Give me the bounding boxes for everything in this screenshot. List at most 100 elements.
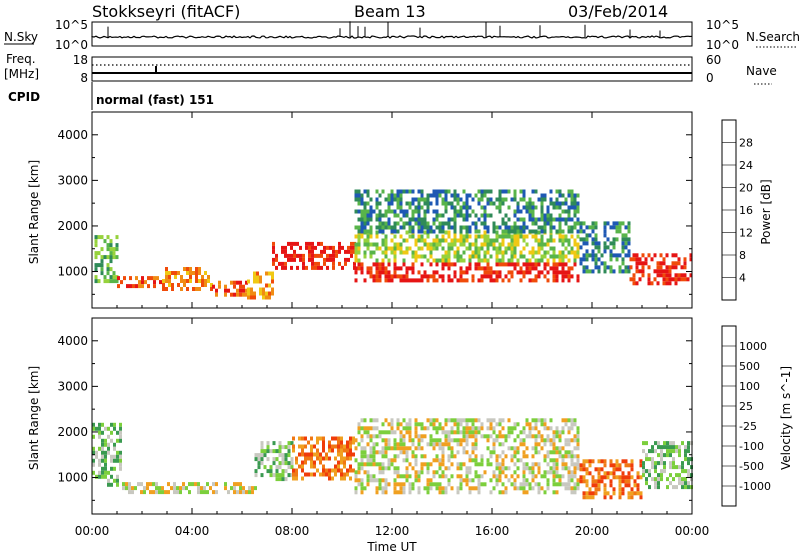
power-cell bbox=[357, 193, 361, 198]
power-cell bbox=[432, 209, 436, 214]
power-cell bbox=[465, 225, 469, 230]
power-cell bbox=[236, 292, 239, 297]
velocity-cell bbox=[501, 462, 505, 467]
power-cell bbox=[262, 287, 265, 292]
velocity-cell bbox=[119, 454, 122, 459]
velocity-cell bbox=[465, 430, 469, 435]
velocity-cell bbox=[194, 482, 197, 487]
power-colorbar-tick-label: 16 bbox=[739, 204, 753, 217]
velocity-cell bbox=[621, 475, 625, 480]
velocity-cell bbox=[363, 486, 367, 491]
velocity-cell bbox=[540, 434, 544, 439]
velocity-cell bbox=[444, 466, 448, 471]
power-cell bbox=[582, 221, 586, 226]
power-cell bbox=[284, 265, 287, 270]
power-cell bbox=[165, 279, 168, 283]
power-cell bbox=[459, 238, 463, 243]
power-cell bbox=[399, 217, 403, 222]
velocity-cell bbox=[666, 453, 669, 458]
power-cell bbox=[259, 291, 262, 296]
velocity-cell bbox=[101, 430, 104, 435]
velocity-heatmap bbox=[92, 418, 693, 500]
velocity-cell bbox=[447, 418, 451, 423]
power-cell bbox=[516, 209, 520, 214]
power-cell bbox=[471, 278, 475, 283]
velocity-cell bbox=[340, 440, 343, 445]
velocity-cell bbox=[426, 466, 430, 471]
power-cell bbox=[414, 250, 418, 255]
power-cell bbox=[417, 278, 421, 283]
velocity-cell bbox=[354, 486, 358, 491]
power-cell bbox=[519, 250, 523, 255]
velocity-cell bbox=[384, 478, 388, 483]
velocity-cell bbox=[378, 450, 382, 455]
velocity-cell bbox=[561, 446, 565, 451]
velocity-cell bbox=[426, 470, 430, 475]
power-cell bbox=[357, 242, 361, 247]
power-cell bbox=[335, 253, 338, 258]
power-cell bbox=[671, 277, 675, 282]
velocity-cell bbox=[387, 466, 391, 471]
power-cell bbox=[555, 189, 559, 194]
power-cell bbox=[561, 209, 565, 214]
power-cell bbox=[414, 221, 418, 226]
velocity-cell bbox=[627, 495, 631, 500]
power-cell bbox=[483, 221, 487, 226]
power-cell bbox=[662, 277, 666, 282]
velocity-cell bbox=[298, 436, 301, 441]
velocity-cell bbox=[516, 474, 520, 479]
power-cell bbox=[354, 234, 358, 239]
velocity-cell bbox=[325, 456, 328, 461]
power-cell bbox=[474, 254, 478, 259]
velocity-cell bbox=[387, 458, 391, 463]
power-cell bbox=[444, 205, 448, 210]
power-cell bbox=[253, 291, 256, 296]
velocity-cell bbox=[630, 475, 634, 480]
power-cell bbox=[477, 197, 481, 202]
power-cell bbox=[363, 254, 367, 259]
velocity-cell bbox=[570, 462, 574, 467]
power-cell bbox=[531, 205, 535, 210]
power-cell bbox=[417, 238, 421, 243]
power-cell bbox=[498, 189, 502, 194]
power-cell bbox=[549, 229, 553, 234]
velocity-cell bbox=[594, 483, 598, 488]
power-cell bbox=[459, 197, 463, 202]
power-cell bbox=[332, 249, 335, 254]
velocity-cell bbox=[408, 422, 412, 427]
velocity-cell bbox=[525, 418, 529, 423]
velocity-cell bbox=[567, 466, 571, 471]
power-cell bbox=[585, 269, 589, 274]
velocity-cell bbox=[334, 444, 337, 449]
velocity-cell bbox=[278, 441, 282, 446]
velocity-cell bbox=[489, 434, 493, 439]
velocity-cell bbox=[627, 479, 631, 484]
power-cell bbox=[567, 274, 571, 279]
velocity-cell bbox=[477, 482, 481, 487]
velocity-cell bbox=[597, 483, 601, 488]
power-cell bbox=[507, 229, 511, 234]
power-cell bbox=[480, 278, 484, 283]
velocity-cell bbox=[630, 491, 634, 496]
power-cell bbox=[372, 278, 376, 283]
velocity-cell bbox=[489, 490, 493, 495]
power-cell bbox=[561, 266, 565, 271]
power-cell bbox=[402, 189, 406, 194]
velocity-cell bbox=[522, 462, 526, 467]
velocity-cell bbox=[432, 442, 436, 447]
velocity-cell bbox=[678, 473, 681, 478]
velocity-cell bbox=[498, 454, 502, 459]
power-cell bbox=[112, 275, 116, 280]
velocity-cell bbox=[414, 446, 418, 451]
power-cell bbox=[453, 217, 457, 222]
power-cell bbox=[495, 234, 499, 239]
power-cell bbox=[543, 262, 547, 267]
power-cell bbox=[183, 283, 186, 287]
velocity-cell bbox=[357, 422, 361, 427]
power-cell bbox=[423, 238, 427, 243]
power-cell bbox=[405, 246, 409, 251]
power-cell bbox=[369, 250, 373, 255]
velocity-cell bbox=[447, 434, 451, 439]
velocity-cell bbox=[438, 442, 442, 447]
power-cell bbox=[435, 278, 439, 283]
